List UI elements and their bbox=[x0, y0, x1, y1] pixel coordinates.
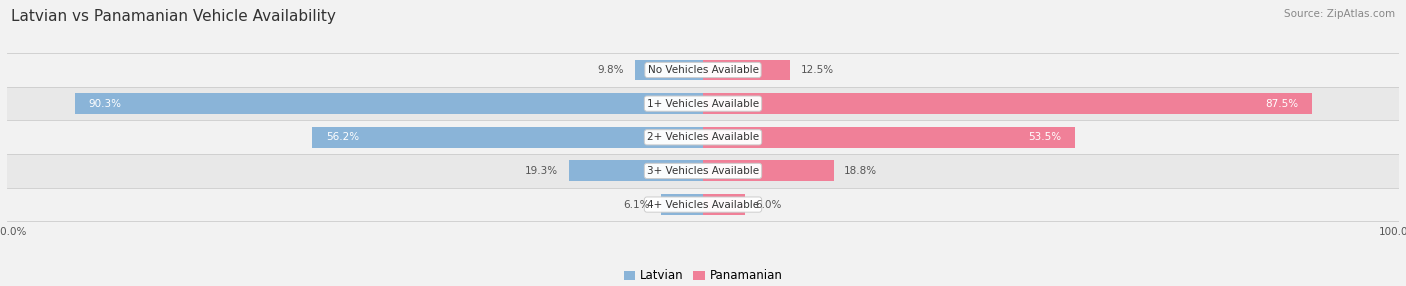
Text: No Vehicles Available: No Vehicles Available bbox=[648, 65, 758, 75]
Bar bbox=[703, 59, 790, 80]
Text: 6.0%: 6.0% bbox=[755, 200, 782, 210]
Bar bbox=[703, 194, 745, 215]
Bar bbox=[0, 188, 1406, 221]
Text: 19.3%: 19.3% bbox=[524, 166, 558, 176]
Bar bbox=[0, 120, 1406, 154]
Bar bbox=[75, 93, 703, 114]
Bar bbox=[703, 127, 1076, 148]
Bar bbox=[703, 160, 834, 181]
Bar bbox=[0, 87, 1406, 120]
Text: 87.5%: 87.5% bbox=[1265, 99, 1298, 109]
Bar bbox=[568, 160, 703, 181]
Bar bbox=[312, 127, 703, 148]
Text: 2+ Vehicles Available: 2+ Vehicles Available bbox=[647, 132, 759, 142]
Text: 12.5%: 12.5% bbox=[800, 65, 834, 75]
Text: Source: ZipAtlas.com: Source: ZipAtlas.com bbox=[1284, 9, 1395, 19]
Text: 1+ Vehicles Available: 1+ Vehicles Available bbox=[647, 99, 759, 109]
Bar bbox=[661, 194, 703, 215]
Text: Latvian vs Panamanian Vehicle Availability: Latvian vs Panamanian Vehicle Availabili… bbox=[11, 9, 336, 23]
Text: 18.8%: 18.8% bbox=[844, 166, 877, 176]
Text: 53.5%: 53.5% bbox=[1028, 132, 1062, 142]
Text: 6.1%: 6.1% bbox=[624, 200, 650, 210]
Text: 3+ Vehicles Available: 3+ Vehicles Available bbox=[647, 166, 759, 176]
Text: 56.2%: 56.2% bbox=[326, 132, 359, 142]
Text: 9.8%: 9.8% bbox=[598, 65, 624, 75]
Bar bbox=[634, 59, 703, 80]
Text: 90.3%: 90.3% bbox=[89, 99, 121, 109]
Text: 4+ Vehicles Available: 4+ Vehicles Available bbox=[647, 200, 759, 210]
Bar bbox=[703, 93, 1312, 114]
Bar bbox=[0, 53, 1406, 87]
Bar bbox=[0, 154, 1406, 188]
Legend: Latvian, Panamanian: Latvian, Panamanian bbox=[623, 269, 783, 282]
